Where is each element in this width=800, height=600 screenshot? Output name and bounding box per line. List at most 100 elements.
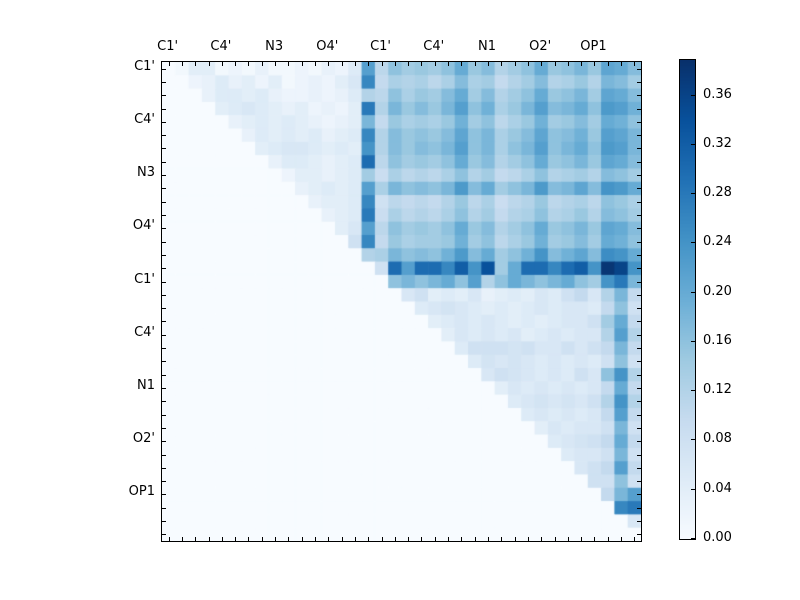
- axis-tick: [637, 281, 641, 283]
- axis-tick: [162, 308, 166, 310]
- axis-tick: [637, 268, 641, 270]
- axis-tick: [208, 537, 210, 541]
- y-axis-label: O2': [132, 431, 155, 447]
- axis-tick: [162, 321, 166, 323]
- axis-tick: [221, 62, 223, 66]
- axis-tick: [275, 62, 277, 66]
- axis-tick: [621, 62, 623, 66]
- colorbar-tick-label: 0.04: [703, 480, 732, 496]
- axis-tick: [162, 507, 166, 509]
- axis-tick: [162, 374, 166, 376]
- colorbar-tick: [691, 193, 695, 194]
- axis-tick: [637, 95, 641, 97]
- axis-tick: [634, 62, 636, 66]
- axis-tick: [637, 481, 641, 483]
- x-axis-label: O4': [316, 39, 339, 54]
- axis-tick: [162, 108, 166, 110]
- axis-tick: [162, 201, 166, 203]
- axis-tick: [235, 537, 237, 541]
- colorbar-tick-label: 0.12: [703, 382, 732, 398]
- axis-tick: [637, 201, 641, 203]
- axis-tick: [162, 121, 166, 123]
- y-axis-label: C4': [134, 324, 155, 340]
- y-axis-label: N3: [137, 165, 155, 181]
- axis-tick: [474, 537, 476, 541]
- colorbar-tick: [691, 341, 695, 342]
- axis-tick: [248, 62, 250, 66]
- axis-tick: [637, 387, 641, 389]
- axis-tick: [162, 228, 166, 230]
- axis-tick: [162, 81, 166, 83]
- axis-tick: [637, 361, 641, 363]
- axis-tick: [637, 81, 641, 83]
- axis-tick: [162, 241, 166, 243]
- axis-tick: [162, 414, 166, 416]
- x-axis-label: C1': [157, 39, 179, 54]
- axis-tick: [637, 254, 641, 256]
- axis-tick: [637, 534, 641, 536]
- axis-tick: [208, 62, 210, 66]
- axis-tick: [637, 454, 641, 456]
- colorbar-tick-label: 0.28: [703, 185, 732, 201]
- heatmap-plot: [161, 61, 642, 542]
- axis-tick: [354, 62, 356, 66]
- axis-tick: [328, 62, 330, 66]
- axis-tick: [461, 537, 463, 541]
- axis-tick: [637, 467, 641, 469]
- axis-tick: [162, 281, 166, 283]
- axis-tick: [637, 121, 641, 123]
- colorbar-tick-label: 0.24: [703, 234, 732, 250]
- axis-tick: [634, 537, 636, 541]
- axis-tick: [162, 175, 166, 177]
- axis-tick: [162, 148, 166, 150]
- axis-tick: [637, 148, 641, 150]
- axis-tick: [162, 427, 166, 429]
- axis-tick: [162, 481, 166, 483]
- axis-tick: [181, 537, 183, 541]
- axis-tick: [621, 537, 623, 541]
- axis-tick: [637, 348, 641, 350]
- heatmap-canvas: [162, 62, 641, 541]
- axis-tick: [381, 537, 383, 541]
- axis-tick: [394, 62, 396, 66]
- colorbar-tick: [691, 95, 695, 96]
- colorbar-tick: [691, 292, 695, 293]
- axis-tick: [162, 334, 166, 336]
- colorbar-tick: [691, 538, 695, 539]
- colorbar-tick: [691, 489, 695, 490]
- axis-tick: [162, 441, 166, 443]
- axis-tick: [637, 321, 641, 323]
- axis-tick: [567, 62, 569, 66]
- axis-tick: [421, 62, 423, 66]
- x-axis-label: C1': [370, 39, 391, 54]
- y-axis-label: C4': [134, 111, 155, 127]
- axis-tick: [637, 228, 641, 230]
- axis-tick: [637, 507, 641, 509]
- colorbar-tick: [691, 144, 695, 145]
- axis-tick: [637, 334, 641, 336]
- axis-tick: [162, 387, 166, 389]
- axis-tick: [607, 537, 609, 541]
- axis-tick: [328, 537, 330, 541]
- axis-tick: [162, 348, 166, 350]
- colorbar-tick: [691, 242, 695, 243]
- axis-tick: [637, 494, 641, 496]
- axis-tick: [315, 537, 316, 541]
- axis-tick: [514, 537, 516, 541]
- y-axis-label: C1': [134, 58, 155, 74]
- axis-tick: [162, 215, 166, 216]
- colorbar-tick-label: 0.36: [703, 86, 732, 102]
- axis-tick: [315, 62, 316, 66]
- axis-tick: [637, 108, 641, 110]
- axis-tick: [421, 537, 423, 541]
- axis-tick: [581, 537, 583, 541]
- axis-tick: [487, 537, 489, 541]
- axis-tick: [162, 521, 166, 523]
- axis-tick: [501, 62, 503, 66]
- axis-tick: [637, 161, 641, 163]
- colorbar-tick-label: 0.00: [703, 530, 732, 545]
- axis-tick: [637, 188, 641, 190]
- axis-tick: [162, 467, 166, 469]
- axis-tick: [637, 308, 641, 310]
